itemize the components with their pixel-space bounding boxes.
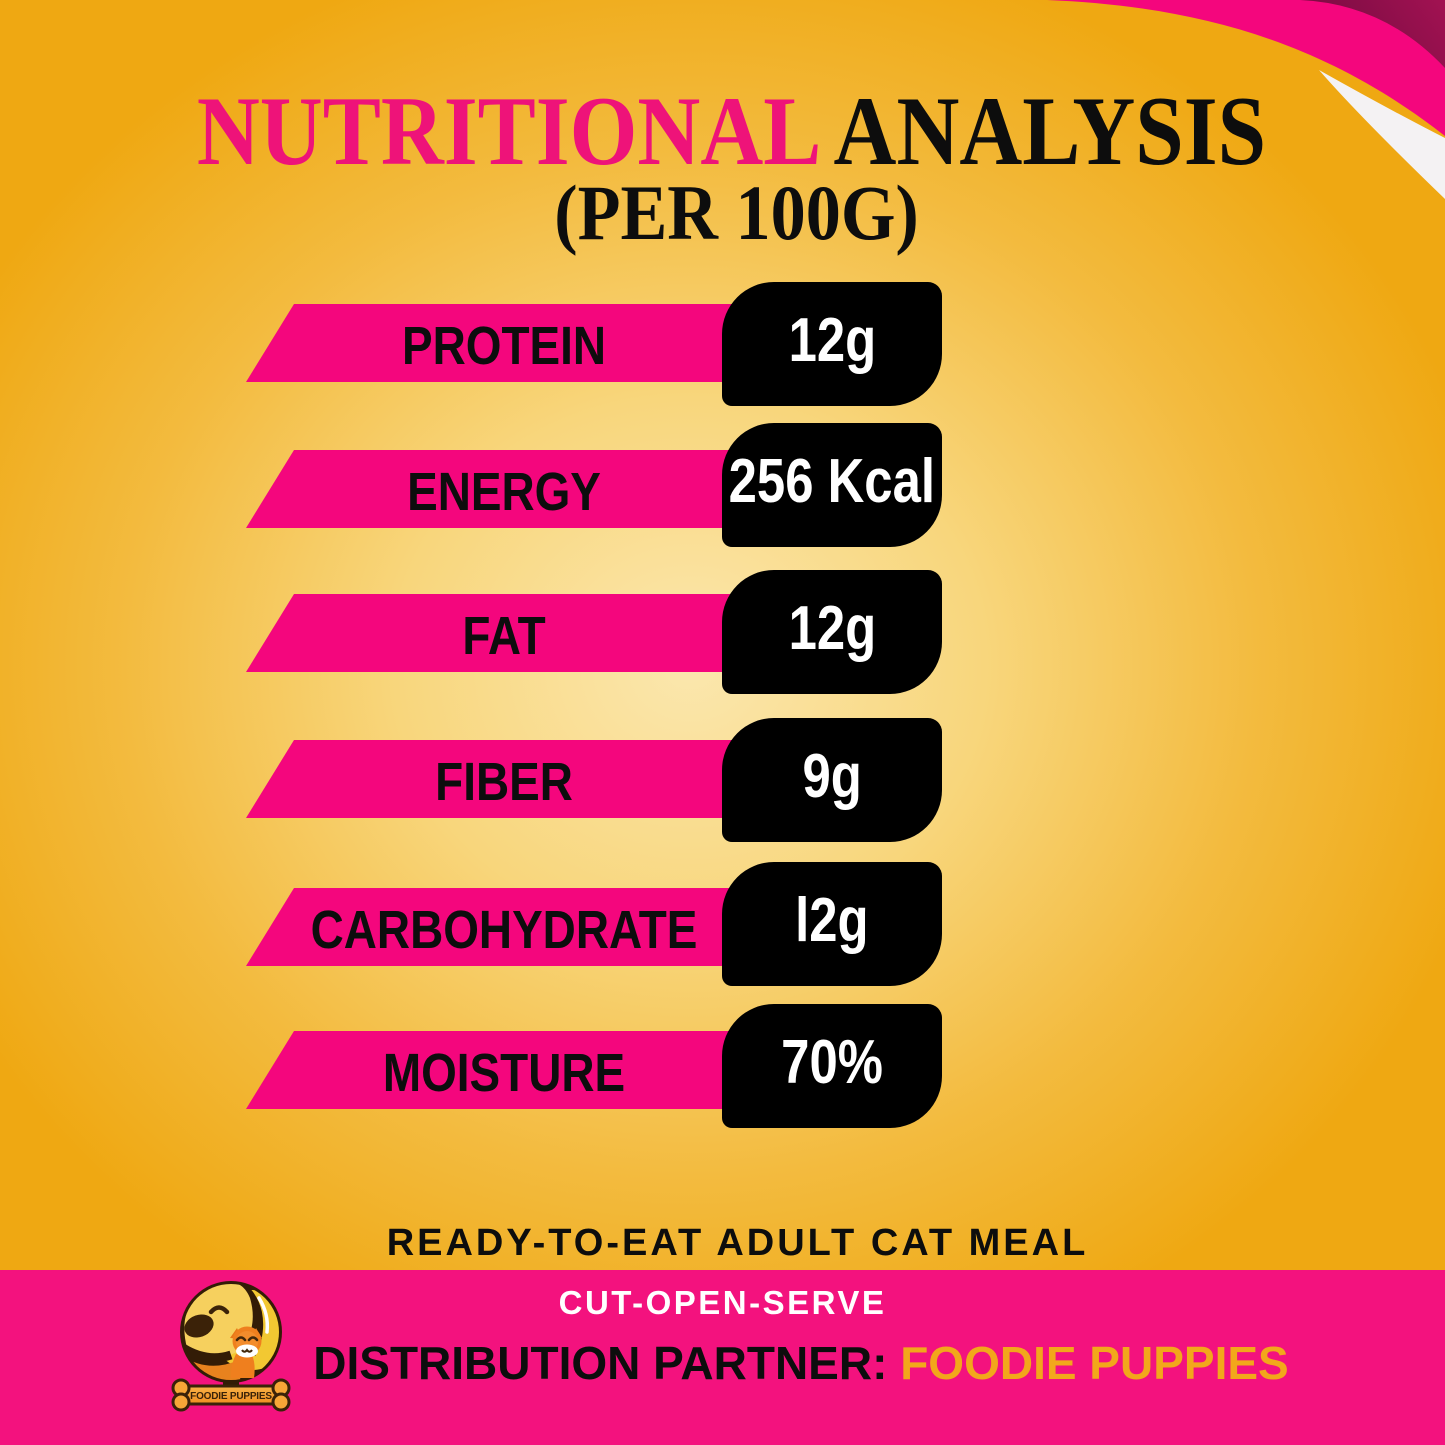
svg-text:FOODIE PUPPIES: FOODIE PUPPIES	[190, 1391, 272, 1402]
